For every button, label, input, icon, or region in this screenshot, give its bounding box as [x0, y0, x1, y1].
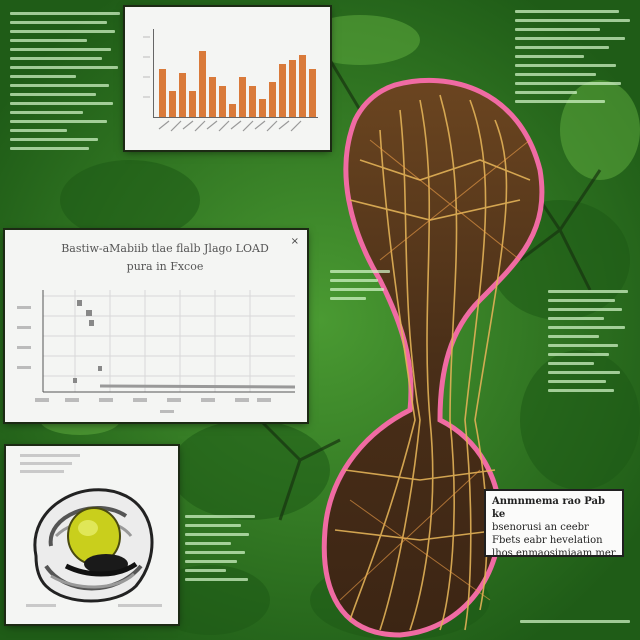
text-block-mid-left	[330, 270, 390, 306]
scatter-chart-panel: × Bastiw-aMabiib tlae flalb Jlago LOAD p…	[5, 230, 307, 422]
anatomy-diagram	[20, 454, 162, 607]
bar	[239, 77, 246, 117]
scatter-point	[89, 320, 94, 326]
bar	[249, 86, 256, 117]
bar	[189, 91, 196, 117]
scatter-point	[73, 378, 77, 383]
bar-chart-tick-labels	[143, 36, 302, 132]
text-block-right-mid	[548, 290, 628, 398]
bar	[209, 77, 216, 117]
text-block-left-top	[10, 12, 120, 156]
bar-chart-bars	[159, 29, 316, 117]
caption-line3: Fbets eabr hevelation	[492, 535, 603, 546]
text-block-bottom-mid	[185, 515, 255, 587]
caption-box: Anmnmema rao Pab ke bsenorusi an ceebr F…	[484, 489, 624, 559]
close-icon[interactable]: ×	[290, 236, 299, 247]
bar	[289, 60, 296, 117]
bar	[309, 69, 316, 117]
caption-line4: lhos enmaosimiaam mer	[492, 548, 616, 559]
bar	[269, 82, 276, 117]
bar	[279, 64, 286, 117]
caption-line1: Anmnmema rao Pab ke	[492, 496, 605, 520]
bar	[219, 86, 226, 117]
bar	[159, 69, 166, 117]
scatter-point	[77, 300, 82, 306]
bar	[199, 51, 206, 117]
scatter-chart-title-line1: Bastiw-aMabiib tlae flalb Jlago LOAD	[61, 242, 269, 255]
scatter-point	[98, 366, 102, 371]
text-block-bottom-right	[520, 620, 630, 629]
text-block-right-top	[515, 10, 630, 109]
scatter-chart-title: Bastiw-aMabiib tlae flalb Jlago LOAD pur…	[45, 240, 285, 276]
bar-chart-y-axis	[153, 29, 154, 117]
bar	[179, 73, 186, 117]
bar-chart-panel	[125, 7, 330, 150]
caption-line2: bsenorusi an ceebr	[492, 522, 589, 533]
diagram-panel	[6, 446, 178, 624]
bar	[259, 99, 266, 117]
bar	[229, 104, 236, 117]
bar	[169, 91, 176, 117]
scatter-point	[86, 310, 92, 316]
bar-chart-x-axis	[153, 117, 318, 118]
bar	[299, 55, 306, 117]
scatter-chart-plot	[17, 290, 296, 413]
scatter-chart-title-line2: pura in Fxcoe	[126, 260, 204, 273]
